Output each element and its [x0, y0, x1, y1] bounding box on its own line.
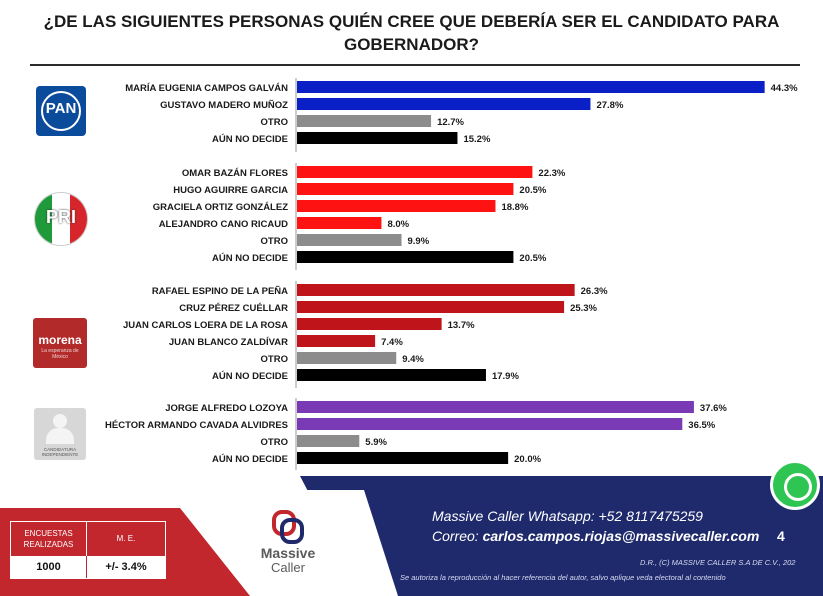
data-label: 15.2% — [463, 134, 490, 145]
bar — [297, 81, 765, 93]
bar — [297, 369, 486, 381]
margin-error-value: +/- 3.4% — [87, 556, 165, 578]
data-label: 26.3% — [581, 286, 608, 297]
bar — [297, 318, 442, 330]
data-label: 5.9% — [365, 437, 387, 448]
bar — [297, 166, 533, 178]
data-label: 17.9% — [492, 371, 519, 382]
bar — [297, 132, 458, 144]
person-silhouette-icon — [53, 414, 67, 428]
data-label: 22.3% — [538, 168, 565, 179]
page-number: 4 — [777, 528, 785, 544]
data-label: 13.7% — [448, 320, 475, 331]
independent-logo-text: CANDIDATURA INDEPENDIENTE — [41, 447, 79, 457]
bar — [297, 452, 509, 464]
category-label: HUGO AGUIRRE GARCIA — [173, 185, 288, 196]
category-label: OTRO — [261, 354, 288, 365]
category-label: JUAN BLANCO ZALDÍVAR — [169, 337, 288, 348]
category-label: OMAR BAZÁN FLORES — [182, 168, 288, 179]
category-label: OTRO — [261, 117, 288, 128]
brand-name-2: Caller — [271, 560, 305, 575]
data-label: 37.6% — [700, 403, 727, 414]
brand-name: Massive — [260, 545, 316, 561]
morena-logo-subtext: La esperanza de México — [41, 348, 79, 360]
morena-logo-text: morena — [38, 333, 82, 347]
independent-candidate-logo: CANDIDATURA INDEPENDIENTE — [34, 408, 86, 460]
rights-text: D.R., (C) MASSIVE CALLER S.A DE C.V., 20… — [640, 558, 796, 567]
data-label: 20.5% — [519, 185, 546, 196]
margin-error-label: M. E. — [116, 534, 136, 543]
data-label: 25.3% — [570, 303, 597, 314]
disclaimer-text: Se autoriza la reproducción al hacer ref… — [400, 573, 726, 582]
survey-info-box: ENCUESTAS REALIZADAS M. E. 1000 +/- 3.4% — [10, 521, 166, 579]
data-label: 20.5% — [519, 253, 546, 264]
category-label: HÉCTOR ARMANDO CAVADA ALVIDRES — [105, 420, 288, 431]
data-label: 9.4% — [402, 354, 424, 365]
data-label: 9.9% — [408, 236, 430, 247]
bar — [297, 301, 565, 313]
category-label: ALEJANDRO CANO RICAUD — [159, 219, 288, 230]
category-label: AÚN NO DECIDE — [212, 252, 288, 264]
category-label: JORGE ALFREDO LOZOYA — [165, 403, 288, 414]
bar-chart: MARÍA EUGENIA CAMPOS GALVÁN 44.3% GUSTAVO … — [105, 78, 798, 470]
pan-logo-text: PAN — [45, 100, 77, 117]
footer-white-band — [228, 490, 398, 596]
pri-logo: PRI — [34, 192, 88, 246]
data-label: 20.0% — [514, 454, 541, 465]
chart-title: ¿DE LAS SIGUIENTES PERSONAS QUIÉN CREE Q… — [43, 12, 780, 54]
data-label: 36.5% — [688, 420, 715, 431]
data-label: 27.8% — [596, 100, 623, 111]
bar — [297, 217, 382, 229]
email-label: Correo: — [432, 528, 483, 544]
bar — [297, 435, 360, 447]
data-label: 18.8% — [501, 202, 528, 213]
bar — [297, 234, 402, 246]
whatsapp-contact: Massive Caller Whatsapp: +52 8117475259 — [432, 508, 703, 524]
bar — [297, 183, 514, 195]
category-label: GRACIELA ORTIZ GONZÁLEZ — [153, 202, 288, 213]
category-label: MARÍA EUGENIA CAMPOS GALVÁN — [125, 83, 288, 94]
category-label: GUSTAVO MADERO MUÑOZ — [160, 100, 288, 111]
bar — [297, 284, 575, 296]
bar — [297, 98, 591, 110]
category-label: AÚN NO DECIDE — [212, 133, 288, 145]
bar — [297, 418, 683, 430]
encuestas-label: ENCUESTAS REALIZADAS — [11, 522, 87, 556]
category-label: RAFAEL ESPINO DE LA PEÑA — [152, 286, 288, 297]
bar — [297, 335, 376, 347]
category-label: OTRO — [261, 236, 288, 247]
email-value: carlos.campos.riojas@massivecaller.com — [482, 528, 760, 544]
bar — [297, 251, 514, 263]
whatsapp-icon — [770, 460, 820, 510]
title-divider — [30, 64, 800, 66]
data-label: 12.7% — [437, 117, 464, 128]
data-label: 44.3% — [771, 83, 798, 94]
bar — [297, 200, 496, 212]
category-label: JUAN CARLOS LOERA DE LA ROSA — [123, 320, 288, 331]
category-label: OTRO — [261, 437, 288, 448]
massive-caller-logo-icon — [272, 510, 304, 544]
encuestas-value: 1000 — [11, 556, 87, 578]
data-label: 8.0% — [387, 219, 409, 230]
bar — [297, 401, 694, 413]
bar — [297, 352, 397, 364]
category-label: CRUZ PÉREZ CUÉLLAR — [179, 303, 288, 314]
bar — [297, 115, 432, 127]
morena-logo: morena La esperanza de México — [33, 318, 87, 368]
category-label: AÚN NO DECIDE — [212, 370, 288, 382]
email-contact: Correo: carlos.campos.riojas@massivecall… — [432, 528, 759, 544]
pri-logo-text: PRI — [45, 207, 76, 227]
category-label: AÚN NO DECIDE — [212, 453, 288, 465]
data-label: 7.4% — [381, 337, 403, 348]
pan-logo: PAN — [36, 86, 86, 136]
